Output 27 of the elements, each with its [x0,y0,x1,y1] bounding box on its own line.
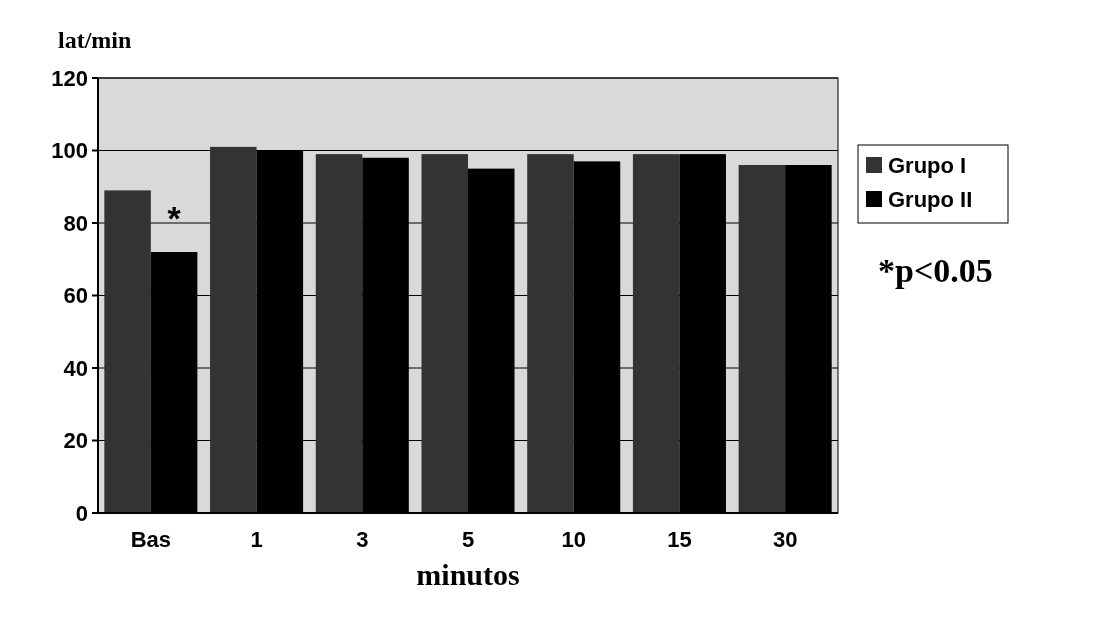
x-axis-title: minutos [416,558,520,591]
y-tick-label: 80 [63,210,88,236]
y-axis-title: lat/min [58,27,132,53]
legend-label: Grupo II [888,186,973,212]
bar [738,165,786,513]
y-tick-label: 40 [63,355,88,381]
bar [315,154,363,513]
y-tick-label: 100 [51,138,88,164]
legend-label: Grupo I [888,152,967,178]
bar [632,154,680,513]
text: *p<0.05 [878,252,993,290]
bar [104,190,151,513]
x-tick-label: 1 [250,527,263,552]
x-tick-label: 5 [461,527,475,552]
annotation: * [167,198,182,237]
y-tick-label: 120 [51,65,88,91]
x-tick-label: Bas [130,527,172,552]
bar [421,154,468,513]
x-tick-label: 10 [561,527,586,552]
x-tick-label: 3 [356,527,369,552]
y-tick-label: 0 [75,500,88,526]
bar [527,154,574,513]
y-tick-label: 60 [63,283,88,309]
bar [210,146,257,513]
x-tick-label: 15 [667,527,692,552]
x-tick-label: 30 [772,527,798,552]
y-tick-label: 20 [63,428,88,454]
